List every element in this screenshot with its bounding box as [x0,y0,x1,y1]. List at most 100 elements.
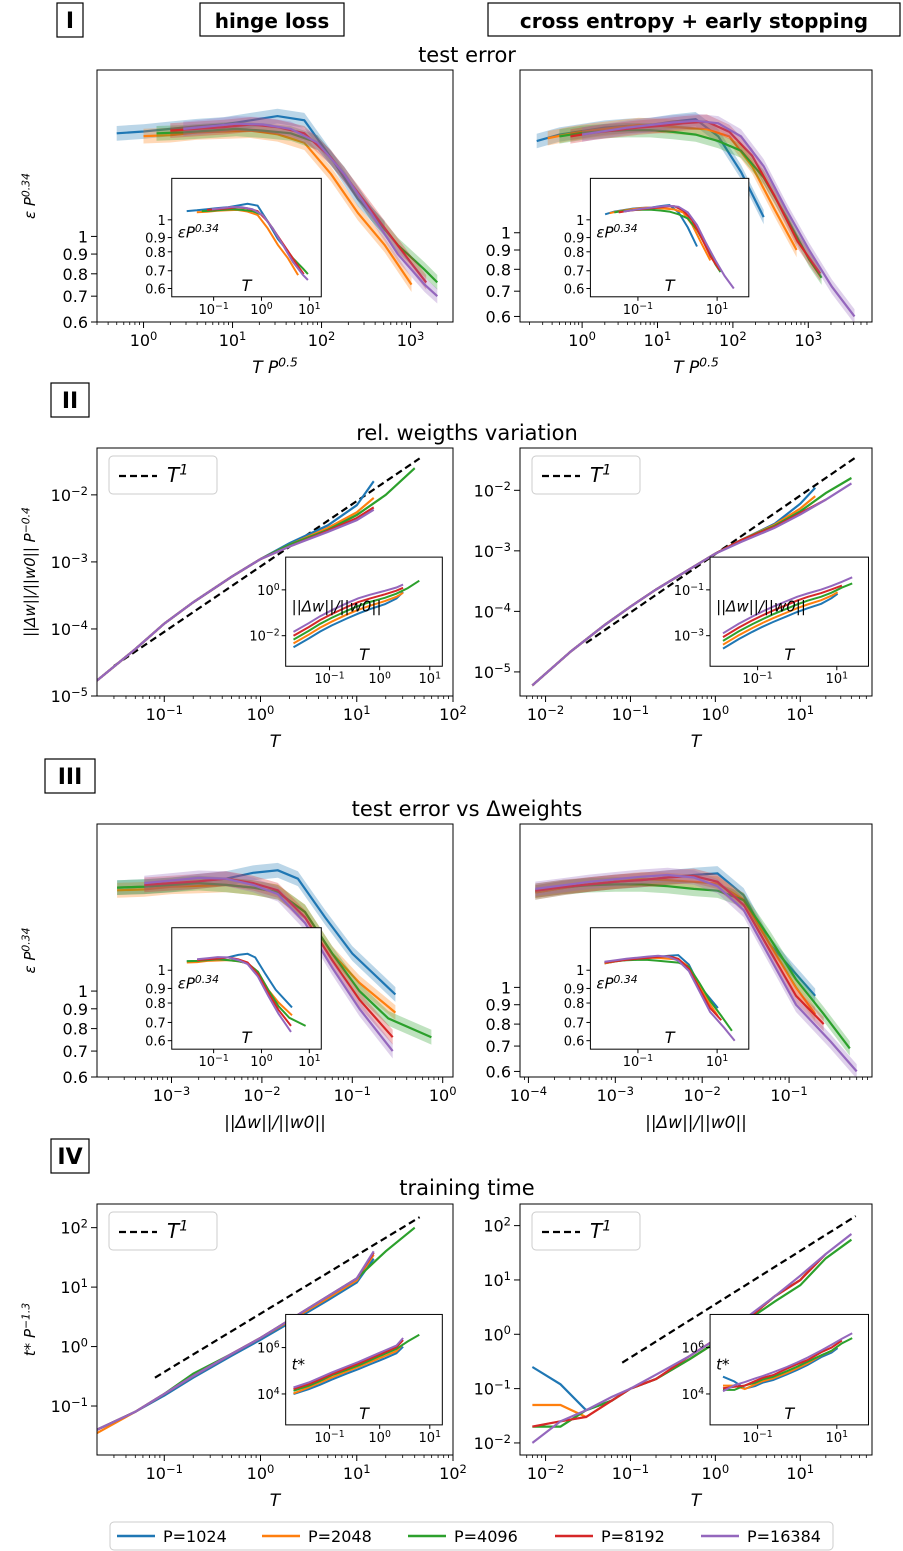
inset-series-3 [293,1339,404,1391]
axes-frame [519,447,873,697]
inset-y-tick-label: 0.6 [564,283,585,298]
inset-x-label: T [242,1028,253,1047]
inset-plot [186,202,309,281]
row-label: IV [57,1145,82,1170]
inset-x-tick-label: 100 [368,670,391,687]
x-tick-label: 100 [429,1084,457,1105]
row-III: III test error vs Δweights 10−3 10−2 10−1 100… [19,758,873,1133]
x-tick-label: 10−3 [597,1084,634,1105]
inset-x-label: T [359,1404,370,1423]
inset-series-3 [722,584,843,638]
inset-x-tick-label: 10−1 [742,1429,772,1446]
y-axis-label: ||Δw||/||w0|| P−0.4 [19,507,39,637]
x-tick-label: 10−2 [684,1084,721,1105]
inset-series-3 [722,1339,843,1390]
x-tick-label: 10−1 [612,1462,649,1483]
series-band-1 [143,123,412,292]
inset-x-tick-label: 100 [250,1053,273,1070]
axes-frame [96,447,454,697]
inset-y-tick-label: 0.9 [145,232,166,247]
y-tick-label: 10−2 [474,1432,511,1453]
inset-y-tick-label: 0.7 [145,1016,166,1031]
inset-series-4 [196,956,292,1033]
row-label: I [66,9,74,34]
inset-y-tick-label: 104 [682,1386,705,1403]
x-tick-label: 100 [702,703,730,724]
inset-plot [604,204,735,290]
plot-area [117,862,432,1059]
inset: 10−1 100 101 10−2 100 T ||Δw||/||w0|| [249,556,443,687]
row-title: rel. weigths variation [356,421,578,445]
y-tick-label: 102 [60,1217,88,1238]
y-tick-label: 1 [78,982,88,1001]
inset-y-tick-label: 100 [257,582,280,599]
x-tick-label: 10−4 [510,1084,547,1105]
inset-series-1 [722,591,839,646]
y-tick-label: 0.8 [63,265,88,284]
y-tick-label: 101 [483,1269,511,1290]
inset-y-tick-label: 106 [257,1340,280,1357]
axes-frame [96,823,454,1078]
reference-line [113,457,421,667]
inset-x-label: T [784,645,795,664]
inset-y-tick-label: 10−3 [674,628,704,645]
panel-II-cross-entropy: 10−2 10−1 100 101 10−5 10−4 10−3 10−2 T T1 10−1 101… [474,447,873,752]
legend-label-1: P=2048 [308,1527,372,1546]
inset-series-4 [293,1337,404,1389]
x-tick-label: 10−2 [243,1084,280,1105]
inset-series-4 [211,205,309,281]
x-tick-label: 102 [719,329,747,350]
series-line-4 [581,119,856,318]
x-axis-label: ||Δw||/||w0|| [645,1113,747,1133]
y-tick-label: 0.6 [63,1068,88,1087]
x-tick-label: 102 [439,703,467,724]
y-tick-label: 0.7 [63,1042,88,1061]
ref-legend-box [108,455,218,495]
inset-series-4 [623,204,735,290]
inset-x-tick-label: 101 [298,301,321,318]
x-tick-label: 103 [397,329,425,350]
inset-y-label: εP0.34 [596,222,637,242]
x-tick-label: 10−1 [612,703,649,724]
inset-x-label: T [359,645,370,664]
legend-label-4: P=16384 [747,1527,821,1546]
y-tick-label: 0.7 [486,1037,511,1056]
inset-y-tick-label: 0.6 [145,283,166,298]
y-tick-label: 101 [60,1276,88,1297]
inset-x-label: T [665,276,676,295]
y-tick-label: 0.9 [486,241,511,260]
inset: 10−1 100 101 104 106 Tt* [257,1313,443,1446]
x-axis-label: T P0.5 [252,356,298,378]
inset-x-label: T [784,1404,795,1423]
inset-x-tick-label: 10−1 [742,670,772,687]
inset-y-tick-label: 106 [682,1340,705,1357]
ref-legend-label: T1 [167,1218,188,1243]
x-tick-label: 100 [568,329,596,350]
x-tick-label: 10−1 [770,1084,807,1105]
series-line-2 [156,127,439,284]
header-hinge: hinge loss [215,9,330,33]
y-axis-label: ε P0.34 [19,173,39,219]
series-band-0 [117,862,396,1002]
inset-y-tick-label: 0.9 [145,982,166,997]
header-cross-entropy: cross entropy + early stopping [520,9,868,33]
x-tick-label: 10−2 [527,1462,564,1483]
y-tick-label: 102 [483,1215,511,1236]
series-line-1 [547,123,798,251]
y-tick-label: 0.6 [486,1062,511,1081]
inset-series-2 [722,582,853,642]
panel-II-hinge: 10−1 100 101 102 10−5 10−4 10−3 10−2 T ||Δw||/||w… [19,447,467,752]
inset-y-label: εP0.34 [178,222,219,242]
inset-series-3 [293,586,404,637]
y-tick-label: 10−1 [474,1378,511,1399]
inset-y-tick-label: 1 [576,964,584,979]
x-tick-label: 10−2 [527,703,564,724]
y-tick-label: 100 [60,1335,88,1356]
x-axis-label: T P0.5 [673,356,719,378]
x-axis-label: T [270,732,282,752]
inset-y-tick-label: 10−1 [674,582,704,599]
y-axis-label: t* P−1.3 [19,1303,39,1357]
inset-series-4 [722,1332,853,1393]
y-tick-label: 0.7 [63,287,88,306]
